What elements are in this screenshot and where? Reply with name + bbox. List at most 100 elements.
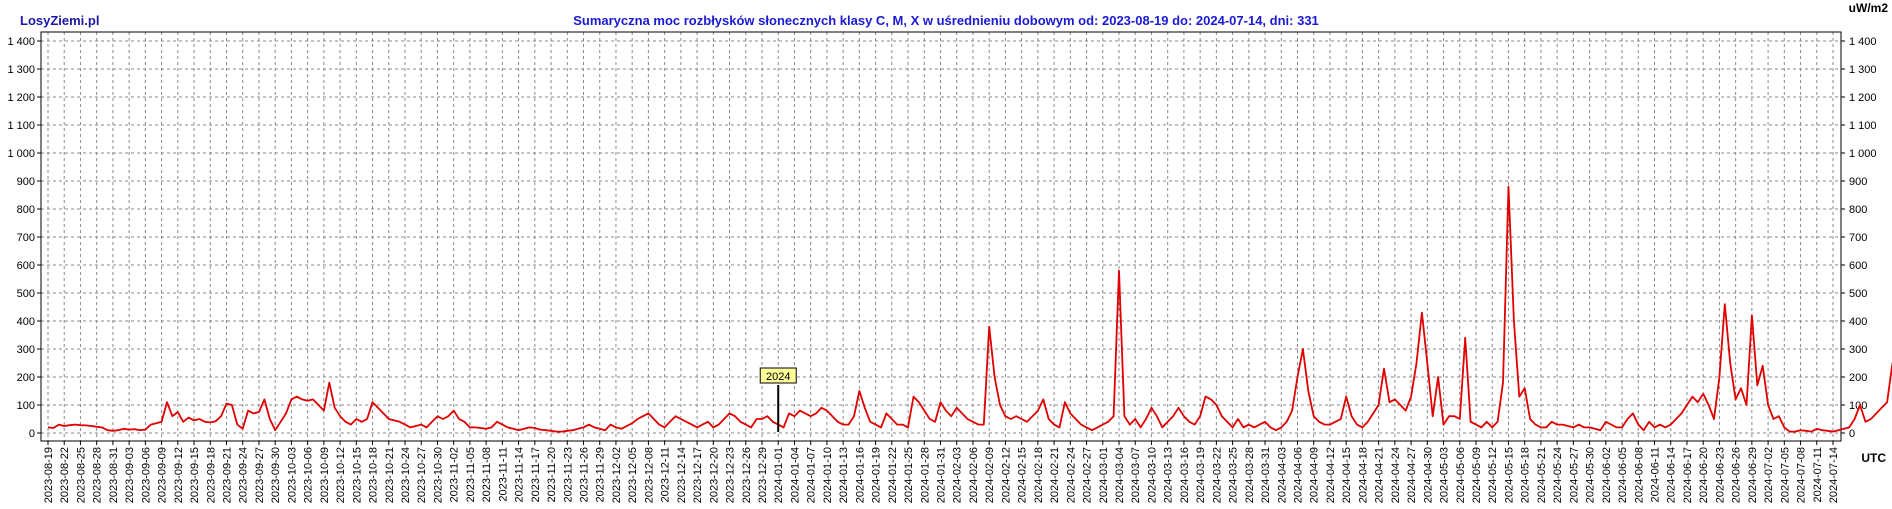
x-tick-label: 2024-01-07 (806, 447, 818, 503)
x-tick-label: 2024-02-24 (1065, 447, 1077, 503)
x-tick-label: 2024-03-10 (1146, 447, 1158, 503)
x-tick-label: 2023-11-26 (579, 447, 591, 502)
y-tick-label: 400 (17, 316, 35, 328)
x-tick-label: 2024-05-27 (1568, 447, 1580, 503)
x-tick-label: 2024-01-31 (936, 447, 948, 503)
y-tick-label-right: 1 200 (1849, 92, 1877, 104)
x-tick-label: 2024-07-14 (1828, 447, 1840, 503)
site-brand: LosyZiemi.pl (20, 13, 100, 28)
x-tick-label: 2024-03-04 (1114, 447, 1126, 503)
y-tick-label: 200 (17, 372, 35, 384)
x-tick-label: 2024-02-21 (1049, 447, 1061, 503)
x-tick-label: 2024-04-27 (1406, 447, 1418, 503)
x-tick-label: 2023-10-21 (384, 447, 396, 503)
x-tick-label: 2024-04-03 (1276, 447, 1288, 503)
x-tick-label: 2024-01-19 (871, 447, 883, 503)
x-tick-label: 2023-10-12 (335, 447, 347, 503)
y-tick-label-right: 1 400 (1849, 36, 1877, 48)
x-tick-label: 2024-05-18 (1520, 447, 1532, 503)
x-tick-label: 2023-11-17 (530, 447, 542, 502)
x-tick-label: 2023-09-15 (189, 447, 201, 503)
y-tick-label: 1 300 (7, 64, 35, 76)
x-tick-label: 2024-06-05 (1617, 447, 1629, 503)
x-tick-label: 2024-05-09 (1471, 447, 1483, 503)
x-tick-label: 2024-03-13 (1163, 447, 1175, 503)
series-line (47, 185, 1892, 433)
x-tick-label: 2023-10-06 (303, 447, 315, 503)
x-tick-label: 2023-12-20 (708, 447, 720, 503)
x-tick-label: 2023-12-17 (692, 447, 704, 503)
y-tick-label-right: 1 000 (1849, 148, 1877, 160)
y-tick-label: 900 (17, 176, 35, 188)
x-tick-label: 2024-02-12 (1000, 447, 1012, 503)
x-tick-label: 2024-01-01 (773, 447, 785, 503)
y-tick-label-right: 900 (1849, 176, 1867, 188)
y-tick-label-right: 500 (1849, 288, 1867, 300)
y-tick-label-right: 700 (1849, 232, 1867, 244)
series-layer (47, 185, 1892, 433)
x-tick-label: 2024-04-09 (1309, 447, 1321, 503)
y-tick-label-right: 800 (1849, 204, 1867, 216)
x-tick-label: 2024-02-09 (984, 447, 996, 503)
x-tick-label: 2023-09-27 (254, 447, 266, 503)
x-tick-label: 2024-03-22 (1211, 447, 1223, 503)
x-tick-label: 2023-12-29 (757, 447, 769, 503)
year-marker: 2024 (759, 367, 797, 432)
y-tick-label: 1 100 (7, 120, 35, 132)
x-tick-label: 2024-06-17 (1682, 447, 1694, 503)
chart-title: Sumaryczna moc rozbłysków słonecznych kl… (573, 13, 1319, 28)
x-tick-label: 2024-04-06 (1293, 447, 1305, 503)
year-marker-label: 2024 (766, 371, 790, 383)
x-tick-label: 2024-06-02 (1601, 447, 1613, 503)
x-tick-label: 2023-12-08 (643, 447, 655, 503)
x-tick-label: 2023-10-18 (368, 447, 380, 503)
x-tick-label: 2024-04-24 (1390, 447, 1402, 503)
x-tick-label: 2023-09-24 (238, 447, 250, 503)
x-tick-label: 2024-04-18 (1357, 447, 1369, 503)
x-tick-label: 2023-11-23 (562, 447, 574, 502)
x-tick-label: 2024-01-28 (919, 447, 931, 503)
y-tick-label: 0 (29, 428, 35, 440)
x-tick-label: 2023-11-11 (497, 447, 509, 502)
x-tick-label: 2024-06-20 (1698, 447, 1710, 503)
x-tick-label: 2023-08-28 (92, 447, 104, 503)
x-tick-label: 2024-05-06 (1455, 447, 1467, 503)
x-tick-label: 2024-06-11 (1650, 447, 1662, 502)
x-tick-label: 2023-11-14 (514, 447, 526, 502)
y-tick-label: 1 400 (7, 36, 35, 48)
x-tick-label: 2024-03-01 (1098, 447, 1110, 503)
y-tick-label-right: 400 (1849, 316, 1867, 328)
x-tick-label: 2024-06-08 (1633, 447, 1645, 503)
x-tick-label: 2024-01-16 (854, 447, 866, 503)
y-tick-label-right: 200 (1849, 372, 1867, 384)
x-tick-label: 2024-05-15 (1503, 447, 1515, 503)
y-tick-label: 1 000 (7, 148, 35, 160)
x-tick-label: 2024-01-13 (838, 447, 850, 503)
x-tick-label: 2023-12-26 (741, 447, 753, 503)
x-tick-label: 2023-11-05 (465, 447, 477, 502)
x-tick-label: 2024-03-19 (1195, 447, 1207, 503)
y-tick-label: 600 (17, 260, 35, 272)
gridlines (41, 32, 1841, 441)
x-tick-label: 2024-02-18 (1033, 447, 1045, 503)
x-tick-label: 2023-08-31 (108, 447, 120, 503)
x-tick-label: 2024-03-28 (1244, 447, 1256, 503)
x-tick-label: 2024-05-30 (1585, 447, 1597, 503)
x-tick-label: 2024-06-23 (1714, 447, 1726, 503)
x-tick-label: 2023-11-02 (449, 447, 461, 502)
x-tick-label: 2023-10-03 (286, 447, 298, 503)
x-tick-label: 2024-07-11 (1812, 447, 1824, 502)
x-tick-label: 2024-01-25 (903, 447, 915, 503)
x-tick-label: 2023-09-06 (140, 447, 152, 503)
x-tick-label: 2023-10-27 (416, 447, 428, 503)
x-tick-label: 2024-05-21 (1536, 447, 1548, 503)
x-tick-label: 2024-06-14 (1666, 447, 1678, 503)
x-tick-label: 2024-01-04 (789, 447, 801, 503)
x-tick-label: 2024-03-31 (1260, 447, 1272, 503)
x-tick-label: 2023-09-03 (124, 447, 136, 503)
y-tick-label: 300 (17, 344, 35, 356)
x-tick-label: 2024-07-02 (1763, 447, 1775, 503)
x-tick-label: 2024-03-07 (1130, 447, 1142, 503)
x-tick-label: 2023-08-25 (75, 447, 87, 503)
x-tick-label: 2023-09-30 (270, 447, 282, 503)
